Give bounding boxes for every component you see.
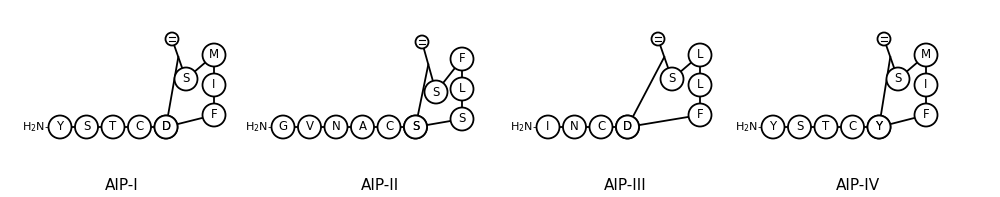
Circle shape [154, 115, 178, 138]
Text: S: S [458, 112, 466, 125]
Circle shape [404, 115, 427, 138]
Circle shape [378, 115, 400, 138]
Circle shape [416, 35, 428, 48]
Text: S: S [412, 121, 419, 134]
Text: S: S [432, 85, 440, 98]
Circle shape [688, 103, 712, 126]
Circle shape [298, 115, 321, 138]
Text: AIP-II: AIP-II [361, 178, 399, 193]
Circle shape [590, 115, 613, 138]
Circle shape [914, 44, 938, 67]
Text: I: I [546, 121, 550, 134]
Circle shape [814, 115, 838, 138]
Text: M: M [209, 48, 219, 61]
Text: S: S [668, 72, 676, 85]
Circle shape [48, 115, 72, 138]
Text: D: D [623, 121, 632, 134]
Circle shape [450, 108, 474, 130]
Circle shape [175, 68, 198, 90]
Text: I: I [212, 78, 216, 91]
Circle shape [202, 103, 226, 126]
Circle shape [688, 44, 712, 67]
Circle shape [868, 115, 891, 138]
Text: C: C [597, 121, 605, 134]
Circle shape [652, 33, 664, 46]
Text: T: T [822, 121, 830, 134]
Text: L: L [697, 78, 703, 91]
Text: AIP-IV: AIP-IV [836, 178, 880, 193]
Circle shape [660, 68, 684, 90]
Text: G: G [278, 121, 288, 134]
Text: L: L [697, 48, 703, 61]
Circle shape [616, 115, 639, 138]
Text: V: V [306, 121, 314, 134]
Text: Y: Y [769, 121, 777, 134]
Circle shape [154, 115, 178, 138]
Text: D: D [161, 121, 171, 134]
Text: M: M [921, 48, 931, 61]
Text: AIP-I: AIP-I [105, 178, 139, 193]
Circle shape [425, 81, 448, 103]
Text: I: I [924, 78, 928, 91]
Circle shape [868, 115, 891, 138]
Circle shape [166, 33, 178, 46]
Text: F: F [459, 52, 465, 65]
Circle shape [325, 115, 348, 138]
Circle shape [351, 115, 374, 138]
Text: F: F [923, 109, 929, 122]
Text: Y: Y [56, 121, 64, 134]
Circle shape [536, 115, 560, 138]
Circle shape [128, 115, 151, 138]
Text: H$_2$N-: H$_2$N- [22, 120, 50, 134]
Text: S: S [894, 72, 902, 85]
Circle shape [404, 115, 427, 138]
Text: T: T [109, 121, 117, 134]
Text: S: S [83, 121, 90, 134]
Circle shape [102, 115, 124, 138]
Circle shape [688, 73, 712, 97]
Text: F: F [697, 109, 703, 122]
Text: L: L [459, 83, 465, 96]
Circle shape [616, 115, 639, 138]
Circle shape [450, 47, 474, 71]
Text: H$_2$N-: H$_2$N- [735, 120, 763, 134]
Text: F: F [211, 109, 217, 122]
Circle shape [75, 115, 98, 138]
Text: A: A [358, 121, 366, 134]
Circle shape [450, 77, 474, 100]
Text: D: D [161, 121, 171, 134]
Text: H$_2$N-: H$_2$N- [245, 120, 273, 134]
Circle shape [788, 115, 811, 138]
Text: Y: Y [875, 121, 883, 134]
Text: N: N [332, 121, 340, 134]
Circle shape [272, 115, 294, 138]
Circle shape [914, 103, 938, 126]
Circle shape [887, 68, 910, 90]
Text: S: S [412, 121, 419, 134]
Circle shape [563, 115, 586, 138]
Text: AIP-III: AIP-III [604, 178, 646, 193]
Circle shape [762, 115, 784, 138]
Circle shape [841, 115, 864, 138]
Text: C: C [385, 121, 393, 134]
Text: Y: Y [875, 121, 883, 134]
Text: C: C [135, 121, 144, 134]
Circle shape [202, 44, 226, 67]
Text: S: S [796, 121, 803, 134]
Circle shape [202, 73, 226, 97]
Text: D: D [623, 121, 632, 134]
Text: H$_2$N-: H$_2$N- [510, 120, 538, 134]
Circle shape [914, 73, 938, 97]
Text: S: S [182, 72, 190, 85]
Text: N: N [570, 121, 579, 134]
Text: C: C [848, 121, 857, 134]
Circle shape [878, 33, 891, 46]
